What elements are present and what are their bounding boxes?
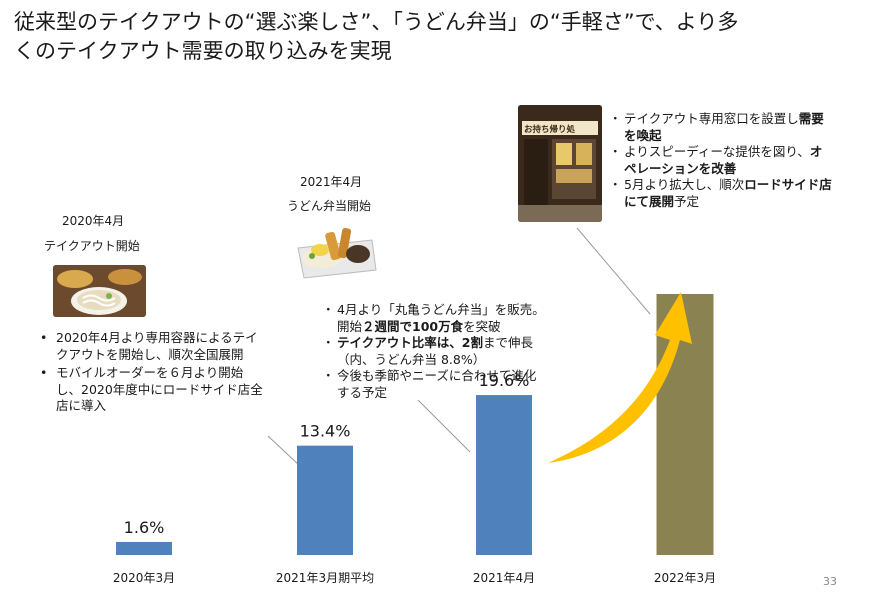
connector-line-3: [576, 227, 651, 315]
bento-note-1-bold: ２週間で100万食: [362, 318, 464, 334]
window-note-3-line2: にて展開予定: [624, 194, 884, 211]
connector-line-1: [267, 435, 301, 467]
window-note-1-pre: テイクアウト専用窓口を設置し: [624, 111, 799, 126]
category-label-4: 2022年3月: [654, 571, 716, 585]
bento-note-3-line2: する予定: [337, 384, 388, 400]
window-note-3-bold1: ロードサイド店: [744, 177, 832, 192]
udon-bowl-photo: [53, 265, 146, 317]
milestone-takeout-caption: テイクアウト開始: [44, 239, 140, 253]
window-note-1-bold2: を喚起: [624, 127, 662, 143]
category-labels-group: 2020年3月 2021年3月期平均 2021年4月 2022年3月: [113, 571, 716, 585]
category-label-3: 2021年4月: [473, 571, 535, 585]
milestone-bento-date: 2021年4月: [300, 175, 363, 189]
takeout-window-sign: お持ち帰り処: [524, 125, 576, 135]
window-note-2: よりスピーディーな提供を図り、オ ペレーションを改善: [609, 144, 884, 177]
window-note-3-bold2: にて展開: [624, 193, 675, 209]
growth-arrow: [548, 292, 692, 463]
window-note-2-bold1: オ: [809, 144, 823, 159]
udon-bento-photo: [292, 218, 380, 284]
bento-note-2-bold: テイクアウト比率は、2割: [337, 335, 483, 350]
page-number: 33: [823, 575, 837, 588]
bento-note-2: テイクアウト比率は、2割まで伸長 （内、うどん弁当 8.8%）: [322, 335, 605, 368]
window-note-3-post: 予定: [674, 193, 700, 209]
bento-note-1-line1: 4月より「丸亀うどん弁当」を販売。: [337, 302, 545, 317]
connector-line-2: [417, 399, 471, 453]
takeout-note-2: モバイルオーダーを６月より開始し、2020年度中にロードサイド店全店に導入: [38, 365, 268, 415]
bars-group: [116, 294, 714, 555]
milestone-bento-caption: うどん弁当開始: [287, 199, 372, 213]
takeout-window-photo: お持ち帰り処: [518, 105, 602, 222]
title-line-1: 従来型のテイクアウトの“選ぶ楽しさ”、「うどん弁当」の“手軽さ”で、より多: [14, 10, 739, 34]
window-note-2-pre: よりスピーディーな提供を図り、: [624, 144, 810, 159]
window-notes: テイクアウト専用窓口を設置し需要 を喚起 よりスピーディーな提供を図り、オ ペレ…: [609, 111, 884, 211]
bar-value-label-1: 1.6%: [124, 518, 165, 537]
window-note-2-bold2: ペレーションを改善: [624, 160, 737, 176]
bento-note-3: 今後も季節やニーズに合わせて進化 する予定: [322, 368, 605, 401]
category-label-2: 2021年3月期平均: [276, 571, 374, 585]
milestone-takeout-date: 2020年4月: [62, 214, 125, 228]
bento-note-3-line1: 今後も季節やニーズに合わせて進化: [337, 368, 537, 383]
bar-3: [476, 395, 532, 555]
bar-1: [116, 541, 172, 555]
window-note-3-pre: 5月より拡大し、順次: [624, 177, 745, 192]
category-label-1: 2020年3月: [113, 571, 175, 585]
takeout-notes: 2020年4月より専用容器によるテイクアウトを開始し、順次全国展開 モバイルオー…: [38, 330, 268, 415]
callout-connectors: [267, 227, 651, 467]
takeout-window-illustration: [518, 105, 602, 222]
bento-note-2-post: まで伸長: [482, 335, 533, 350]
bento-notes: 4月より「丸亀うどん弁当」を販売。 開始２週間で100万食を突破 テイクアウト比…: [322, 302, 605, 401]
title-line-2: くのテイクアウト需要の取り込みを実現: [14, 39, 392, 63]
udon-bento-illustration: [297, 228, 377, 279]
bento-note-1-line2: 開始２週間で100万食を突破: [337, 319, 605, 336]
bar-value-label-2: 13.4%: [300, 422, 351, 441]
bar-2: [297, 445, 353, 555]
bento-note-1-pre: 開始: [337, 318, 363, 334]
window-note-1: テイクアウト専用窓口を設置し需要 を喚起: [609, 111, 884, 144]
window-note-1-bold1: 需要: [798, 111, 824, 126]
bento-note-2-sub: （内、うどん弁当 8.8%）: [337, 351, 486, 367]
bento-note-1-post: を突破: [463, 318, 501, 334]
bento-note-1: 4月より「丸亀うどん弁当」を販売。 開始２週間で100万食を突破: [322, 302, 605, 336]
udon-bowl-illustration: [53, 265, 146, 317]
window-note-3: 5月より拡大し、順次ロードサイド店 にて展開予定: [609, 177, 884, 211]
takeout-note-1: 2020年4月より専用容器によるテイクアウトを開始し、順次全国展開: [38, 330, 268, 363]
slide-title: 従来型のテイクアウトの“選ぶ楽しさ”、「うどん弁当」の“手軽さ”で、より多 くの…: [14, 8, 874, 66]
